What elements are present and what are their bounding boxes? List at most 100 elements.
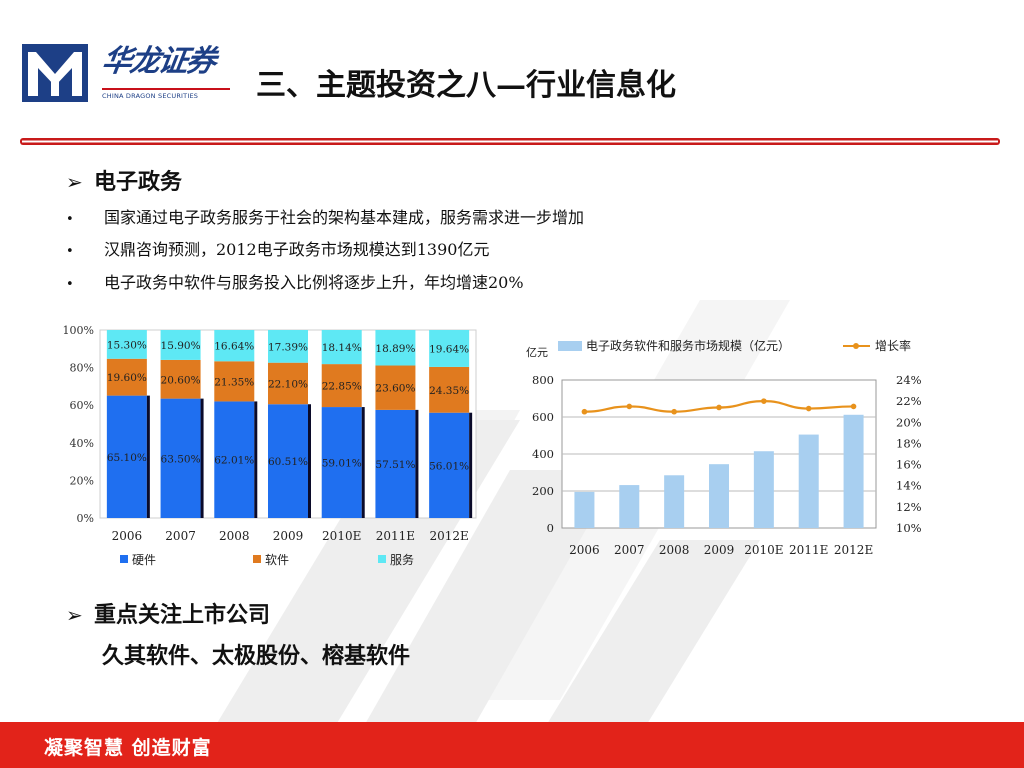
growth-rate-point [671,408,677,415]
bar-data-label: 16.64% [214,341,254,353]
y2-tick-label: 14% [896,479,922,493]
bar-data-label: 22.85% [322,381,362,393]
bar-shadow [361,407,365,518]
bar-segment-2 [429,330,470,367]
market-size-bar [664,475,685,528]
bar-shadow [254,401,258,518]
market-size-bar [843,414,864,528]
bullet-text: 汉鼎咨询预测，2012电子政务市场规模达到1390亿元 [104,240,490,259]
y2-tick-label: 12% [896,500,922,514]
bar-segment-0 [429,412,470,518]
bar-data-label: 19.60% [107,372,147,384]
x-tick-label: 2007 [165,529,196,543]
bar-data-label: 15.90% [161,340,201,352]
bar-data-label: 18.14% [322,342,362,354]
y-tick-label: 200 [532,484,554,498]
logo-chinese-name: 华龙证券 [99,44,217,79]
x-tick-label: 2009 [704,543,735,557]
bar-data-label: 65.10% [107,452,147,464]
x-tick-label: 2009 [273,529,304,543]
market-size-bar [753,451,774,528]
bar-shadow [469,412,473,518]
bullet-dot-icon: • [66,277,74,292]
bar-shadow [146,395,150,518]
bar-data-label: 56.01% [429,460,469,472]
bar-segment-2 [214,330,255,362]
x-tick-label: 2007 [614,543,645,557]
bullet-item: • 汉鼎咨询预测，2012电子政务市场规模达到1390亿元 [66,236,489,260]
growth-rate-point [581,408,588,415]
y-tick-label: 80% [70,362,94,375]
bar-shadow [200,398,204,518]
y-axis-unit: 亿元 [526,346,548,359]
x-tick-label: 2006 [569,543,600,557]
bar-segment-1 [321,364,362,408]
y-tick-label: 0 [547,521,554,535]
bar-segment-1 [429,366,470,413]
x-tick-label: 2008 [659,543,690,557]
header-divider [20,138,1000,145]
y-tick-label: 800 [532,373,554,387]
bar-segment-1 [106,358,147,396]
bullet-dot-icon: • [66,212,74,227]
bar-segment-1 [375,365,416,410]
y-tick-label: 20% [70,474,94,487]
bar-data-label: 15.30% [107,339,147,351]
growth-rate-point [626,403,633,410]
bar-segment-0 [268,404,308,518]
bar-data-label: 59.01% [322,458,362,470]
legend-label: 服务 [390,552,414,567]
section-heading-e-government: ➢ 电子政务 [66,164,182,196]
bar-data-label: 57.51% [375,459,415,471]
legend-label: 软件 [265,553,289,567]
growth-rate-point [805,405,812,412]
bar-data-label: 60.51% [268,456,308,468]
company-logo-text: 华龙证券 CHINA DRAGON SECURITIES [99,44,232,104]
x-tick-label: 2012E [429,529,468,543]
growth-rate-point [850,403,857,410]
y-tick-label: 60% [70,399,94,412]
company-list: 久其软件、太极股份、榕基软件 [102,643,411,669]
x-tick-label: 2008 [219,529,250,543]
bar-segment-2 [268,330,308,363]
growth-rate-point [716,404,722,411]
logo-english-name: CHINA DRAGON SECURITIES [102,88,230,100]
legend-swatch [120,555,128,563]
arrow-bullet-icon: ➢ [66,603,83,627]
bar-data-label: 21.35% [214,376,254,388]
bar-data-label: 18.89% [375,343,415,355]
x-tick-label: 2011E [789,543,828,557]
bar-data-label: 23.60% [375,383,415,395]
market-size-bar [574,491,595,528]
y-tick-label: 40% [70,437,94,450]
market-size-bar [619,485,640,528]
arrow-bullet-icon: ➢ [66,170,83,194]
growth-rate-point [761,398,767,404]
footer-slogan: 凝聚智慧 创造财富 [44,737,212,759]
bar-segment-0 [214,401,255,518]
legend-label-line: 增长率 [875,338,911,353]
bar-segment-0 [375,409,416,518]
stacked-share-chart: 0% 20% 40% 60% 80% 100% 65.10% 19.60% 15.30% 2006… [63,324,477,567]
bar-segment-0 [160,398,201,518]
bullet-item: • 国家通过电子政务服务于社会的架构基本建成，服务需求进一步增加 [66,204,584,228]
bar-segment-0 [106,395,147,518]
bar-data-label: 24.35% [429,385,469,397]
y2-tick-label: 22% [896,394,922,408]
company-logo-icon [22,44,88,102]
y-tick-label: 100% [63,324,94,337]
x-tick-label: 2010E [322,529,361,543]
legend-marker-line [853,343,859,349]
section-heading-text: 电子政务 [94,169,183,195]
bar-segment-1 [160,359,201,399]
bar-segment-2 [106,330,147,359]
market-size-bar [709,464,729,528]
bar-segment-2 [321,330,362,365]
x-tick-label: 2012E [834,543,873,557]
market-size-bar [798,434,819,528]
slide-title: 三、主题投资之八—行业信息化 [256,68,676,103]
bullet-item: • 电子政务中软件与服务投入比例将逐步上升，年均增速20% [66,269,524,293]
bar-segment-2 [375,330,416,366]
bar-data-label: 63.50% [161,453,201,465]
